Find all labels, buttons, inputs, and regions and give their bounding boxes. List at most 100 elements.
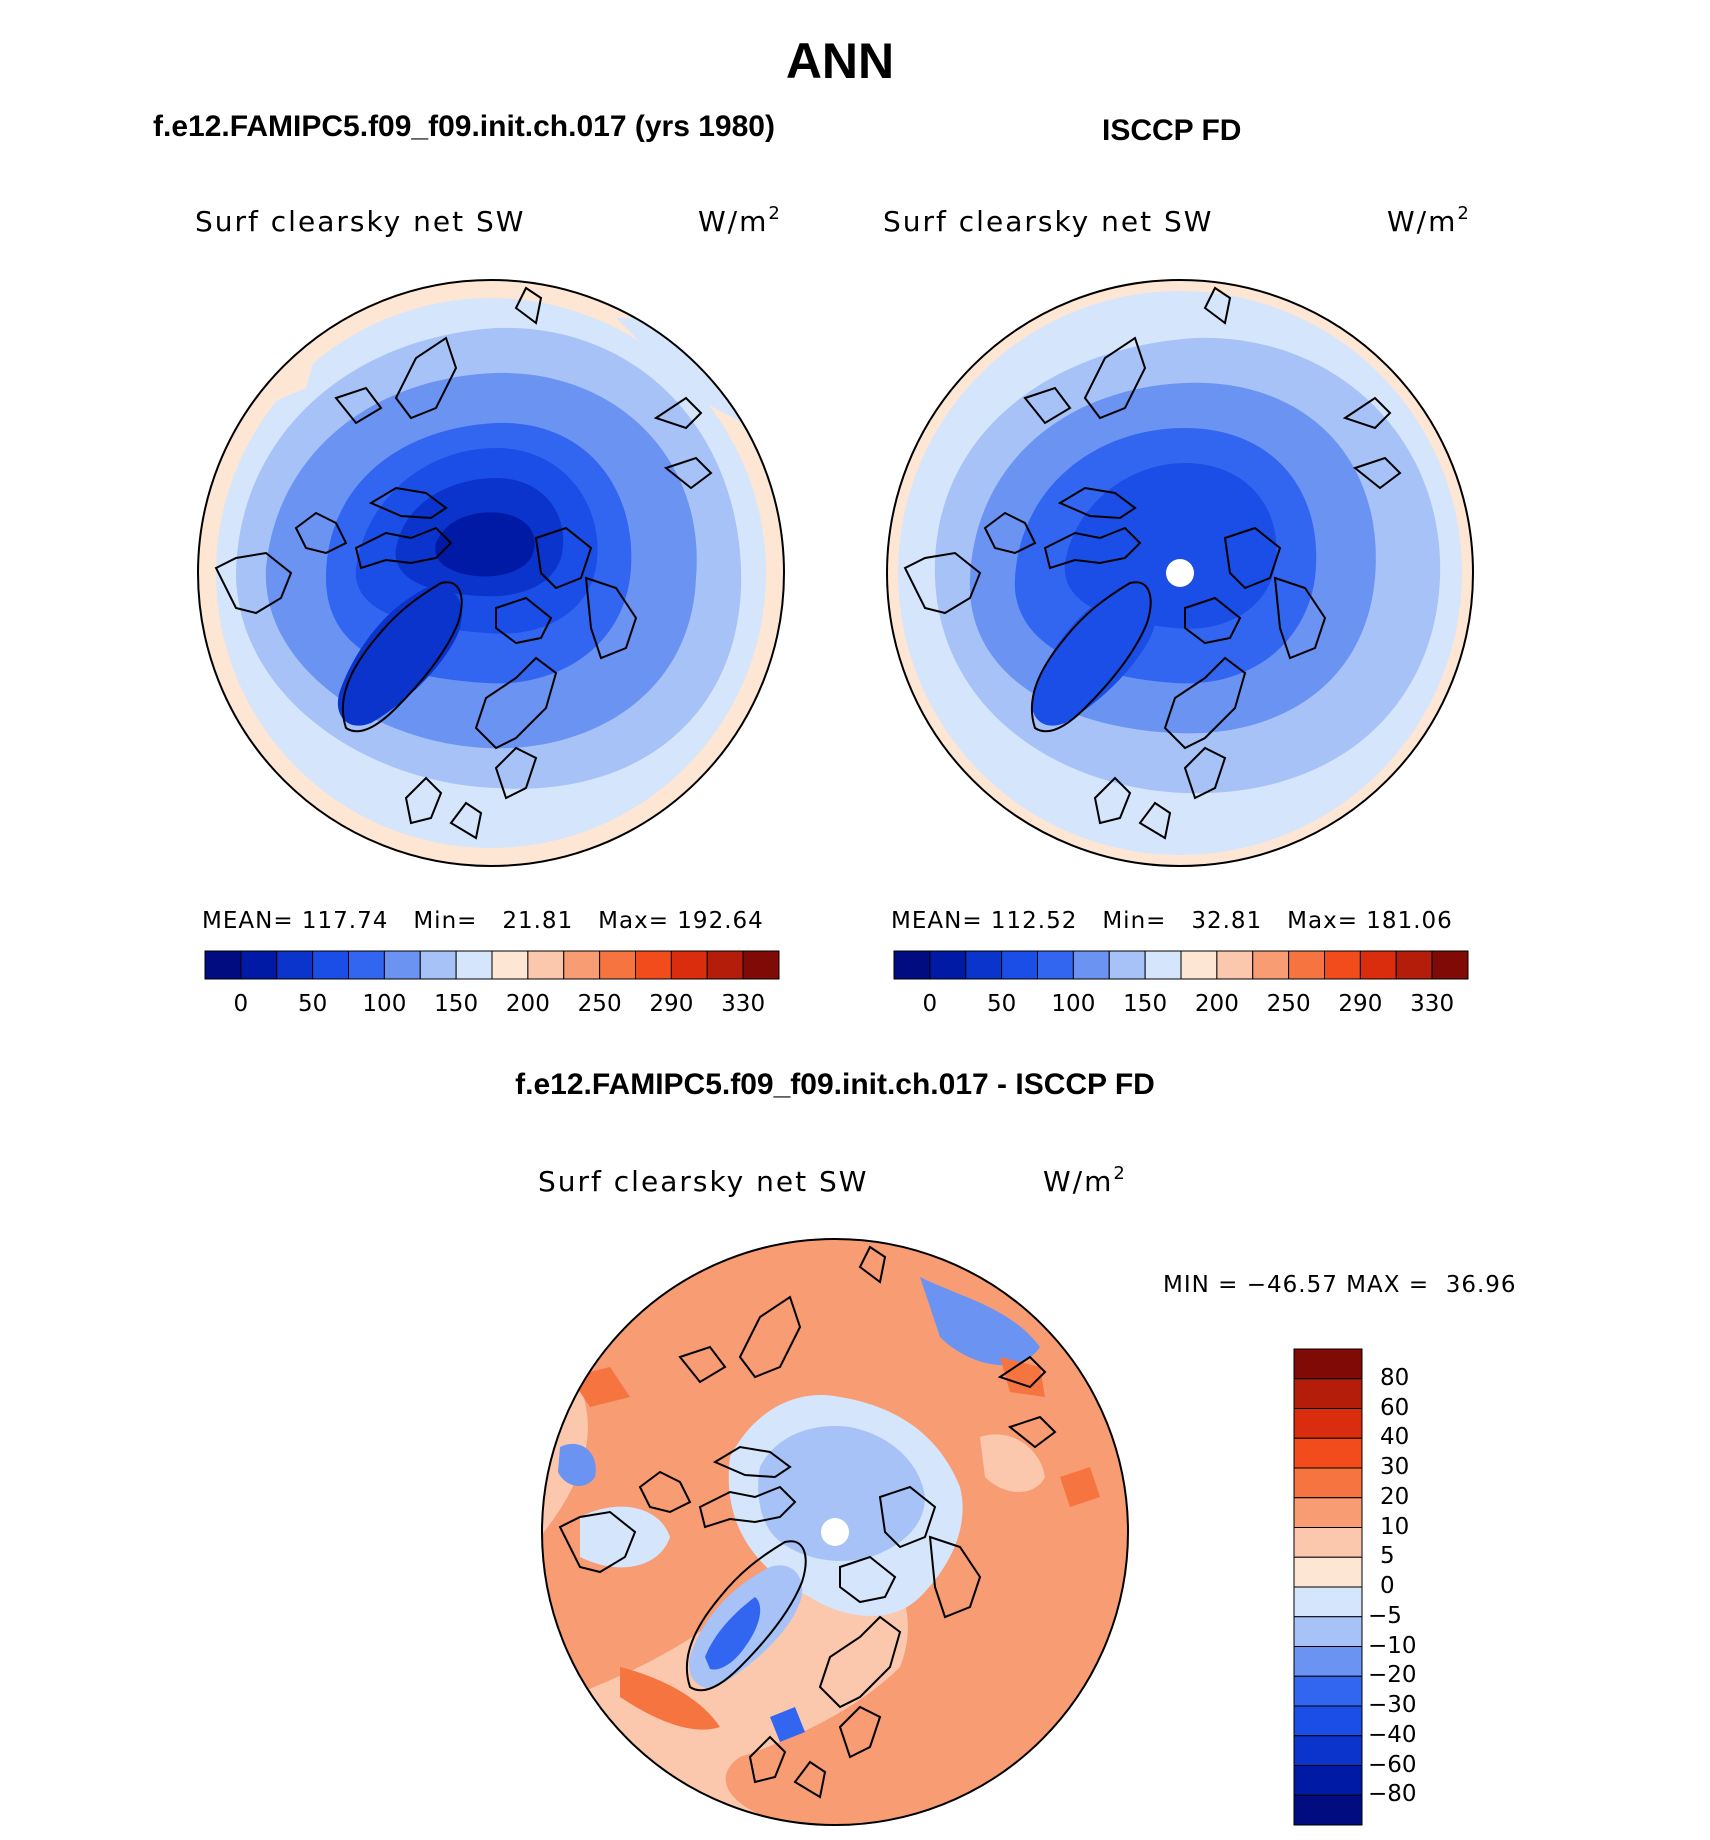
colorbar-swatch (455, 950, 493, 980)
colorbar-swatch (1252, 950, 1290, 980)
colorbar-swatch (893, 950, 931, 980)
colorbar-swatch (1293, 1497, 1363, 1528)
colorbar-tick-label: 50 (986, 991, 1017, 1017)
right-colorbar (893, 950, 1469, 980)
right-units-label: W/m2 (1387, 203, 1471, 239)
figure-title: ANN (785, 33, 895, 89)
colorbar-tick-label: −10 (1368, 1632, 1417, 1659)
diff-min-value: −46.57 (1246, 1272, 1338, 1298)
colorbar-swatch (1293, 1527, 1363, 1558)
colorbar-swatch (1431, 950, 1469, 980)
colorbar-swatch (1395, 950, 1433, 980)
colorbar-swatch (491, 950, 529, 980)
colorbar-swatch (1293, 1556, 1363, 1588)
left-min-label: Min= (413, 908, 478, 934)
colorbar-swatch (1359, 950, 1397, 980)
right-polar-map (886, 279, 1474, 867)
colorbar-tick-label: 100 (362, 991, 407, 1017)
colorbar-swatch (706, 950, 744, 980)
right-mean-label: MEAN= (891, 908, 983, 934)
left-mean-value: 117.74 (301, 908, 389, 934)
colorbar-swatch (1293, 1616, 1363, 1647)
colorbar-tick-label: −20 (1368, 1662, 1417, 1689)
left-panel-title: f.e12.FAMIPC5.f09_f09.init.ch.017 (yrs 1… (153, 110, 775, 143)
left-max-label: Max= (598, 908, 669, 934)
colorbar-swatch (1293, 1646, 1363, 1677)
colorbar-swatch (204, 950, 242, 980)
colorbar-swatch (1072, 950, 1110, 980)
left-polar-map (197, 279, 785, 867)
right-min-value: 32.81 (1191, 908, 1263, 934)
left-colorbar (204, 950, 780, 980)
colorbar-swatch (1293, 1705, 1363, 1737)
diff-colorbar (1293, 1348, 1363, 1826)
colorbar-swatch (1144, 950, 1182, 980)
colorbar-swatch (1293, 1765, 1363, 1796)
colorbar-swatch (563, 950, 601, 980)
colorbar-tick-label: 330 (1410, 991, 1455, 1017)
colorbar-swatch (383, 950, 421, 980)
right-min-label: Min= (1102, 908, 1167, 934)
colorbar-swatch (1216, 950, 1254, 980)
colorbar-tick-label: 20 (1380, 1483, 1410, 1510)
colorbar-tick-label: 250 (577, 991, 622, 1017)
colorbar-swatch (1288, 950, 1325, 980)
left-stats: MEAN= 117.74 Min= 21.81 Max= 192.64 (202, 908, 764, 934)
colorbar-swatch (527, 950, 565, 980)
diff-polar-map (541, 1238, 1129, 1826)
colorbar-tick-label: 250 (1266, 991, 1311, 1017)
right-max-value: 181.06 (1366, 908, 1453, 934)
colorbar-tick-label: −40 (1368, 1721, 1417, 1748)
colorbar-swatch (1324, 950, 1361, 980)
colorbar-swatch (348, 950, 385, 980)
left-mean-label: MEAN= (202, 908, 294, 934)
diff-panel-title: f.e12.FAMIPC5.f09_f09.init.ch.017 - ISCC… (515, 1068, 1155, 1101)
colorbar-swatch (1108, 950, 1146, 980)
diff-min-label: MIN = (1163, 1272, 1239, 1298)
colorbar-tick-label: 10 (1380, 1513, 1410, 1540)
left-max-value: 192.64 (677, 908, 764, 934)
colorbar-swatch (1293, 1408, 1363, 1439)
colorbar-swatch (1293, 1586, 1363, 1618)
colorbar-swatch (599, 950, 636, 980)
colorbar-tick-label: 0 (922, 991, 938, 1017)
colorbar-swatch (1293, 1348, 1363, 1380)
colorbar-tick-label: 0 (233, 991, 249, 1017)
colorbar-tick-label: 5 (1380, 1543, 1395, 1570)
colorbar-tick-label: 150 (1123, 991, 1168, 1017)
colorbar-tick-label: 150 (434, 991, 479, 1017)
colorbar-tick-label: −5 (1368, 1602, 1402, 1629)
colorbar-swatch (1001, 950, 1038, 980)
colorbar-tick-label: 290 (1338, 991, 1383, 1017)
right-variable-label: Surf clearsky net SW (883, 205, 1214, 238)
colorbar-swatch (742, 950, 780, 980)
right-stats: MEAN= 112.52 Min= 32.81 Max= 181.06 (891, 908, 1453, 934)
colorbar-tick-label: 50 (297, 991, 328, 1017)
colorbar-swatch (635, 950, 672, 980)
colorbar-swatch (419, 950, 457, 980)
colorbar-swatch (1293, 1735, 1363, 1766)
colorbar-swatch (1293, 1675, 1363, 1707)
colorbar-tick-label: 200 (1194, 991, 1239, 1017)
colorbar-tick-label: 60 (1380, 1394, 1410, 1421)
colorbar-swatch (929, 950, 967, 980)
diff-max-label: MAX = (1346, 1272, 1430, 1298)
colorbar-tick-label: −30 (1368, 1692, 1417, 1718)
diff-stats: MIN = −46.57 MAX = 36.96 (1163, 1272, 1517, 1298)
colorbar-tick-label: 80 (1380, 1364, 1410, 1391)
diff-max-value: 36.96 (1445, 1272, 1517, 1298)
right-panel-title: ISCCP FD (1102, 114, 1242, 147)
colorbar-swatch (965, 950, 1003, 980)
left-units-label: W/m2 (698, 203, 782, 239)
colorbar-swatch (312, 950, 349, 980)
right-mean-value: 112.52 (990, 908, 1078, 934)
left-min-value: 21.81 (502, 908, 574, 934)
colorbar-tick-label: −80 (1368, 1781, 1417, 1808)
colorbar-tick-label: 290 (649, 991, 694, 1017)
colorbar-swatch (1293, 1467, 1363, 1499)
right-max-label: Max= (1287, 908, 1358, 934)
colorbar-tick-label: 40 (1380, 1424, 1410, 1451)
colorbar-swatch (670, 950, 708, 980)
colorbar-tick-label: 0 (1380, 1573, 1395, 1599)
colorbar-swatch (240, 950, 278, 980)
